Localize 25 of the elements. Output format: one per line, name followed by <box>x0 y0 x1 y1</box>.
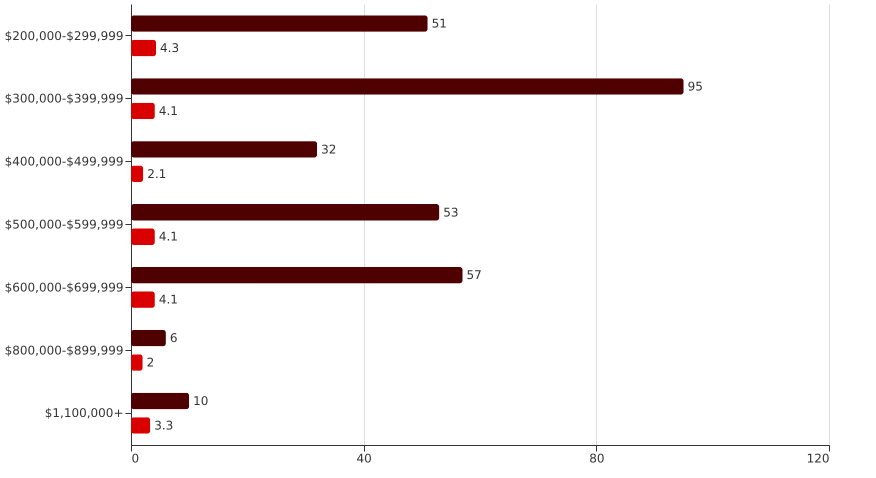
data-label: 2 <box>146 356 154 370</box>
data-label: 3.3 <box>154 418 174 432</box>
y-tick-label: $200,000-$299,999 <box>4 28 124 43</box>
y-tick-label: $800,000-$899,999 <box>4 343 124 358</box>
y-tick-label: $1,100,000+ <box>44 406 124 420</box>
x-tick-label: 40 <box>356 452 372 466</box>
y-tick-label: $400,000-$499,999 <box>4 154 124 169</box>
data-label: 51 <box>432 16 447 31</box>
data-label: 53 <box>443 205 459 220</box>
data-label: 32 <box>321 142 336 156</box>
data-label: 10 <box>193 394 208 408</box>
data-label: 95 <box>688 79 703 94</box>
data-label: 2.1 <box>147 166 166 181</box>
y-tick-label: $600,000-$699,999 <box>4 280 124 294</box>
data-label: 4.1 <box>158 230 178 244</box>
x-tick-label: 120 <box>806 452 830 466</box>
y-tick-label: $500,000-$599,999 <box>4 218 124 232</box>
data-label: 57 <box>466 268 482 282</box>
data-label: 6 <box>170 331 178 346</box>
y-tick-label: $300,000-$399,999 <box>4 92 124 106</box>
x-tick-label: 80 <box>589 452 604 466</box>
data-label: 4.1 <box>158 104 178 118</box>
data-label: 4.3 <box>160 41 180 56</box>
data-label: 4.1 <box>158 292 178 307</box>
x-tick-label: 0 <box>132 452 140 466</box>
